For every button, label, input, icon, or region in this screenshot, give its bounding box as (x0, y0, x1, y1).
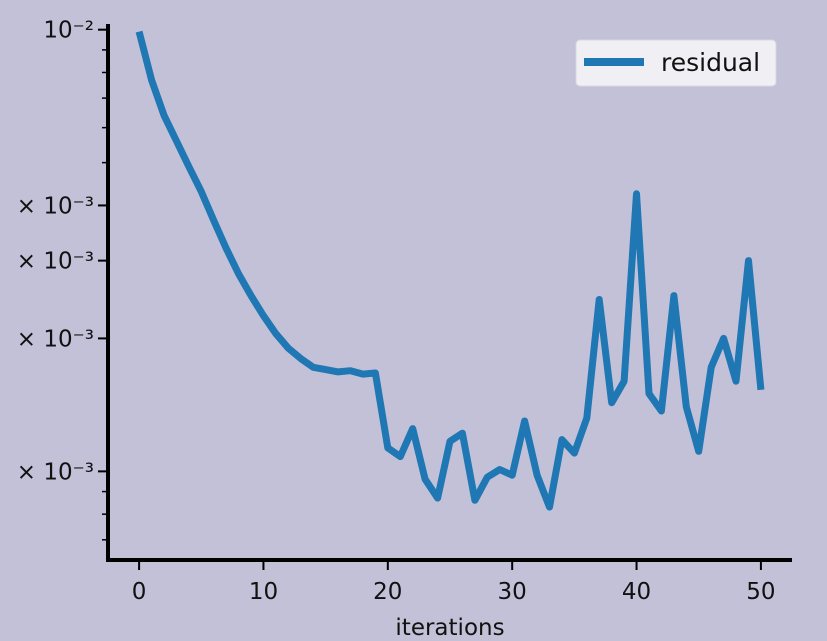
series-line-residual (139, 32, 761, 508)
x-axis-title: iterations (395, 615, 504, 641)
x-tick-label-0: 0 (132, 579, 147, 605)
series-layer (139, 32, 761, 508)
y-tick-label-1: × 10⁻³ (17, 193, 94, 219)
y-tick-label-2: × 10⁻³ (17, 249, 94, 275)
y-tick-label-4: × 10⁻³ (17, 459, 94, 485)
legend-label-residual: residual (661, 48, 760, 77)
x-tick-label-3: 30 (498, 579, 527, 605)
legend: residual (576, 40, 776, 86)
y-ticks: 10⁻² × 10⁻³ × 10⁻³ × 10⁻³ × 10⁻³ (17, 18, 108, 486)
x-tick-label-5: 50 (746, 579, 775, 605)
x-tick-label-2: 20 (373, 579, 402, 605)
y-tick-label-0: 10⁻² (43, 18, 94, 44)
x-tick-label-1: 10 (249, 579, 278, 605)
y-tick-label-3: × 10⁻³ (17, 326, 94, 352)
x-tick-label-4: 40 (622, 579, 651, 605)
x-ticks: 0 10 20 30 40 50 (132, 560, 776, 605)
